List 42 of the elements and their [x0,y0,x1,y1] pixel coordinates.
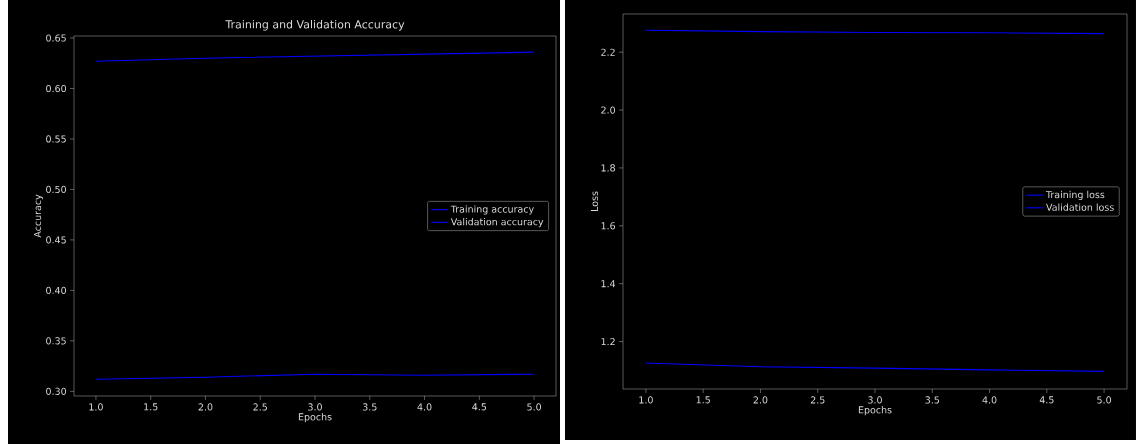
x-tick-label: 2.5 [253,403,267,411]
y-tick-label: 0.65 [46,34,66,42]
y-tick-label: 1.4 [601,280,616,288]
y-tick-label: 0.35 [46,337,66,345]
y-tick-label: 0.45 [46,236,66,244]
y-tick-label: 2.2 [601,48,615,56]
y-tick-label: 1.8 [601,164,615,172]
x-tick-label: 4.5 [472,403,487,411]
x-tick-label: 3.0 [868,396,882,404]
x-tick-label: 1.5 [696,396,710,404]
legend-label: Training accuracy [450,205,534,215]
x-axis-title: Epochs [298,413,332,423]
y-tick-label: 1.2 [601,338,615,346]
x-tick-label: 2.5 [810,396,825,404]
x-tick-label: 2.0 [753,396,768,404]
x-tick-label: 3.5 [925,396,939,404]
y-tick-label: 0.55 [46,135,66,143]
y-tick-label: 0.60 [46,84,67,93]
x-tick-label: 1.5 [144,403,158,411]
x-tick-label: 5.0 [527,403,542,411]
line-series [645,362,1105,372]
y-tick-label: 2.0 [601,106,615,114]
y-axis-title: Loss [590,191,598,211]
legend-label: Validation accuracy [450,217,544,228]
y-tick-label: 0.40 [46,286,67,294]
y-tick-label: 1.6 [601,222,616,230]
x-tick-label: 3.5 [362,403,377,411]
x-tick-label: 1.0 [89,403,103,411]
y-axis-title: Accuracy [34,194,43,238]
chart-title: Training and Validation Accuracy [225,19,405,31]
x-axis-title: Epochs [858,406,892,416]
y-tick-label: 0.50 [46,185,67,194]
x-tick-label: 4.0 [982,396,997,404]
legend-label: Training loss [1045,190,1105,201]
x-tick-label: 4.0 [417,403,432,411]
x-tick-label: 1.0 [639,396,653,404]
x-tick-label: 2.0 [198,403,213,411]
x-tick-label: 3.0 [308,403,322,411]
y-tick-label: 0.30 [46,387,67,395]
x-tick-label: 5.0 [1097,396,1111,404]
x-tick-label: 4.5 [1039,396,1054,404]
legend-label: Validation loss [1046,203,1114,211]
